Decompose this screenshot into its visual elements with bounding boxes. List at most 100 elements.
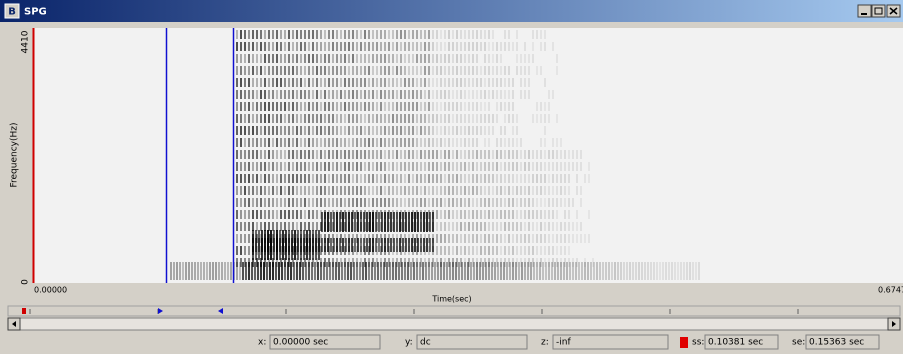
- spectrogram-cell: [484, 30, 486, 39]
- spectrogram-cell: [564, 234, 566, 243]
- spectrogram-cell: [516, 30, 518, 39]
- formant-cell: [375, 212, 377, 232]
- spectrogram-cell: [424, 90, 426, 99]
- spectrogram-cell: [432, 138, 434, 147]
- spectrogram-cell: [380, 78, 382, 87]
- low-band-cell: [464, 262, 466, 280]
- spectrogram-cell: [448, 174, 450, 183]
- spectrogram-cell: [252, 174, 254, 183]
- spectrogram-cell: [388, 90, 390, 99]
- spectrogram-cell: [276, 78, 278, 87]
- spectrogram-cell: [316, 126, 318, 135]
- spectrogram-cell: [344, 174, 346, 183]
- spectrogram-cell: [400, 114, 402, 123]
- spectrogram-cell: [328, 114, 330, 123]
- spectrogram-cell: [572, 150, 574, 159]
- spectrogram-cell: [268, 78, 270, 87]
- spectrogram-cell: [384, 114, 386, 123]
- low-band-cell: [311, 262, 313, 280]
- low-band-cell: [326, 262, 328, 280]
- spectrogram-cell: [524, 162, 526, 171]
- spectrogram-cell: [452, 210, 454, 219]
- spectrogram-cell: [524, 222, 526, 231]
- spectrogram-cell: [408, 54, 410, 63]
- spectrogram-cell: [268, 42, 270, 51]
- spectrogram-cell: [268, 138, 270, 147]
- spectrogram-cell: [468, 174, 470, 183]
- low-band-cell: [323, 262, 325, 280]
- spectrogram-cell: [440, 102, 442, 111]
- spectrogram-cell: [548, 90, 550, 99]
- spectrogram-cell: [432, 54, 434, 63]
- spectrogram-cell: [444, 186, 446, 195]
- spectrogram-cell: [444, 138, 446, 147]
- spectrogram-cell: [472, 222, 474, 231]
- spectrogram-cell: [336, 90, 338, 99]
- spectrogram-cell: [500, 126, 502, 135]
- spectrogram-cell: [488, 174, 490, 183]
- formant-cell: [366, 238, 368, 252]
- spectrogram-cell: [484, 198, 486, 207]
- formant-cell: [279, 238, 281, 252]
- spectrogram-cell: [444, 234, 446, 243]
- spectrogram-cell: [344, 150, 346, 159]
- window-buttons[interactable]: [858, 5, 900, 17]
- low-band-cell: [242, 262, 244, 280]
- spectrogram-cell: [292, 114, 294, 123]
- spectrogram-cell: [240, 102, 242, 111]
- spectrogram-cell: [316, 174, 318, 183]
- spectrogram-cell: [560, 174, 562, 183]
- spectrogram-cell: [380, 186, 382, 195]
- spectrogram-cell: [436, 234, 438, 243]
- spectrogram-cell: [328, 150, 330, 159]
- spectrogram-cell: [384, 66, 386, 75]
- spectrogram-cell: [280, 210, 282, 219]
- maximize-button[interactable]: [872, 5, 885, 17]
- minimize-button[interactable]: [858, 5, 871, 17]
- spectrogram-cell: [392, 114, 394, 123]
- spectrogram-cell: [488, 114, 490, 123]
- low-band-cell: [608, 262, 610, 280]
- spectrogram-cell: [536, 114, 538, 123]
- spectrogram-cell: [288, 114, 290, 123]
- formant-cell: [372, 238, 374, 252]
- spectrogram-cell: [276, 186, 278, 195]
- spectrogram-cell: [288, 66, 290, 75]
- spectrogram-cell: [236, 246, 238, 255]
- spectrogram-cell: [548, 234, 550, 243]
- spectrogram-cell: [272, 138, 274, 147]
- spectrogram-cell: [540, 246, 542, 255]
- spectrogram-cell: [440, 114, 442, 123]
- spectrogram-cell: [512, 150, 514, 159]
- formant-cell: [333, 212, 335, 232]
- spectrogram-cell: [372, 102, 374, 111]
- spectrogram-cell: [280, 222, 282, 231]
- spectrogram-cell: [392, 186, 394, 195]
- scrollbar[interactable]: [8, 318, 900, 330]
- spectrogram-cell: [452, 186, 454, 195]
- spectrogram-cell: [516, 114, 518, 123]
- spectrogram-cell: [436, 174, 438, 183]
- spectrogram-cell: [448, 114, 450, 123]
- spectrogram-cell: [344, 162, 346, 171]
- spectrogram-cell: [276, 222, 278, 231]
- formant-cell: [399, 238, 401, 252]
- spectrogram-cell: [416, 78, 418, 87]
- spectrogram-cell: [248, 174, 250, 183]
- spectrogram-cell: [468, 42, 470, 51]
- low-band-cell: [554, 262, 556, 280]
- spectrogram-cell: [408, 90, 410, 99]
- spectrogram-cell: [352, 78, 354, 87]
- spectrogram-cell: [388, 102, 390, 111]
- formant-cell: [417, 238, 419, 252]
- spectrogram-cell: [528, 222, 530, 231]
- spectrogram-cell: [316, 150, 318, 159]
- spectrogram-cell: [416, 42, 418, 51]
- spectrogram-cell: [292, 66, 294, 75]
- low-band-cell: [563, 262, 565, 280]
- spectrogram-cell: [456, 162, 458, 171]
- spectrogram-cell: [248, 150, 250, 159]
- spectrogram-cell: [248, 138, 250, 147]
- spectrogram-cell: [524, 150, 526, 159]
- spectrogram-cell: [344, 186, 346, 195]
